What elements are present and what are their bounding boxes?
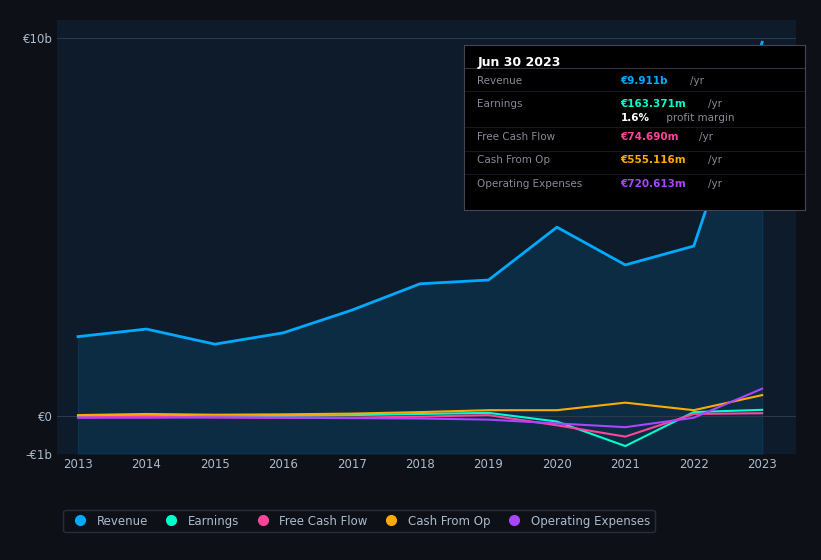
Text: €555.116m: €555.116m — [621, 156, 686, 165]
Text: Free Cash Flow: Free Cash Flow — [478, 132, 556, 142]
Text: /yr: /yr — [690, 76, 704, 86]
Text: €163.371m: €163.371m — [621, 99, 686, 109]
Text: /yr: /yr — [699, 132, 713, 142]
Text: Earnings: Earnings — [478, 99, 523, 109]
Text: /yr: /yr — [709, 99, 722, 109]
Text: Cash From Op: Cash From Op — [478, 156, 551, 165]
Text: 1.6%: 1.6% — [621, 113, 649, 123]
Text: profit margin: profit margin — [663, 113, 734, 123]
Text: Operating Expenses: Operating Expenses — [478, 179, 583, 189]
Text: Jun 30 2023: Jun 30 2023 — [478, 57, 561, 69]
Text: /yr: /yr — [709, 179, 722, 189]
Legend: Revenue, Earnings, Free Cash Flow, Cash From Op, Operating Expenses: Revenue, Earnings, Free Cash Flow, Cash … — [63, 510, 654, 533]
Text: €9.911b: €9.911b — [621, 76, 668, 86]
Text: Revenue: Revenue — [478, 76, 523, 86]
Text: €720.613m: €720.613m — [621, 179, 686, 189]
Text: /yr: /yr — [709, 156, 722, 165]
Text: €74.690m: €74.690m — [621, 132, 679, 142]
